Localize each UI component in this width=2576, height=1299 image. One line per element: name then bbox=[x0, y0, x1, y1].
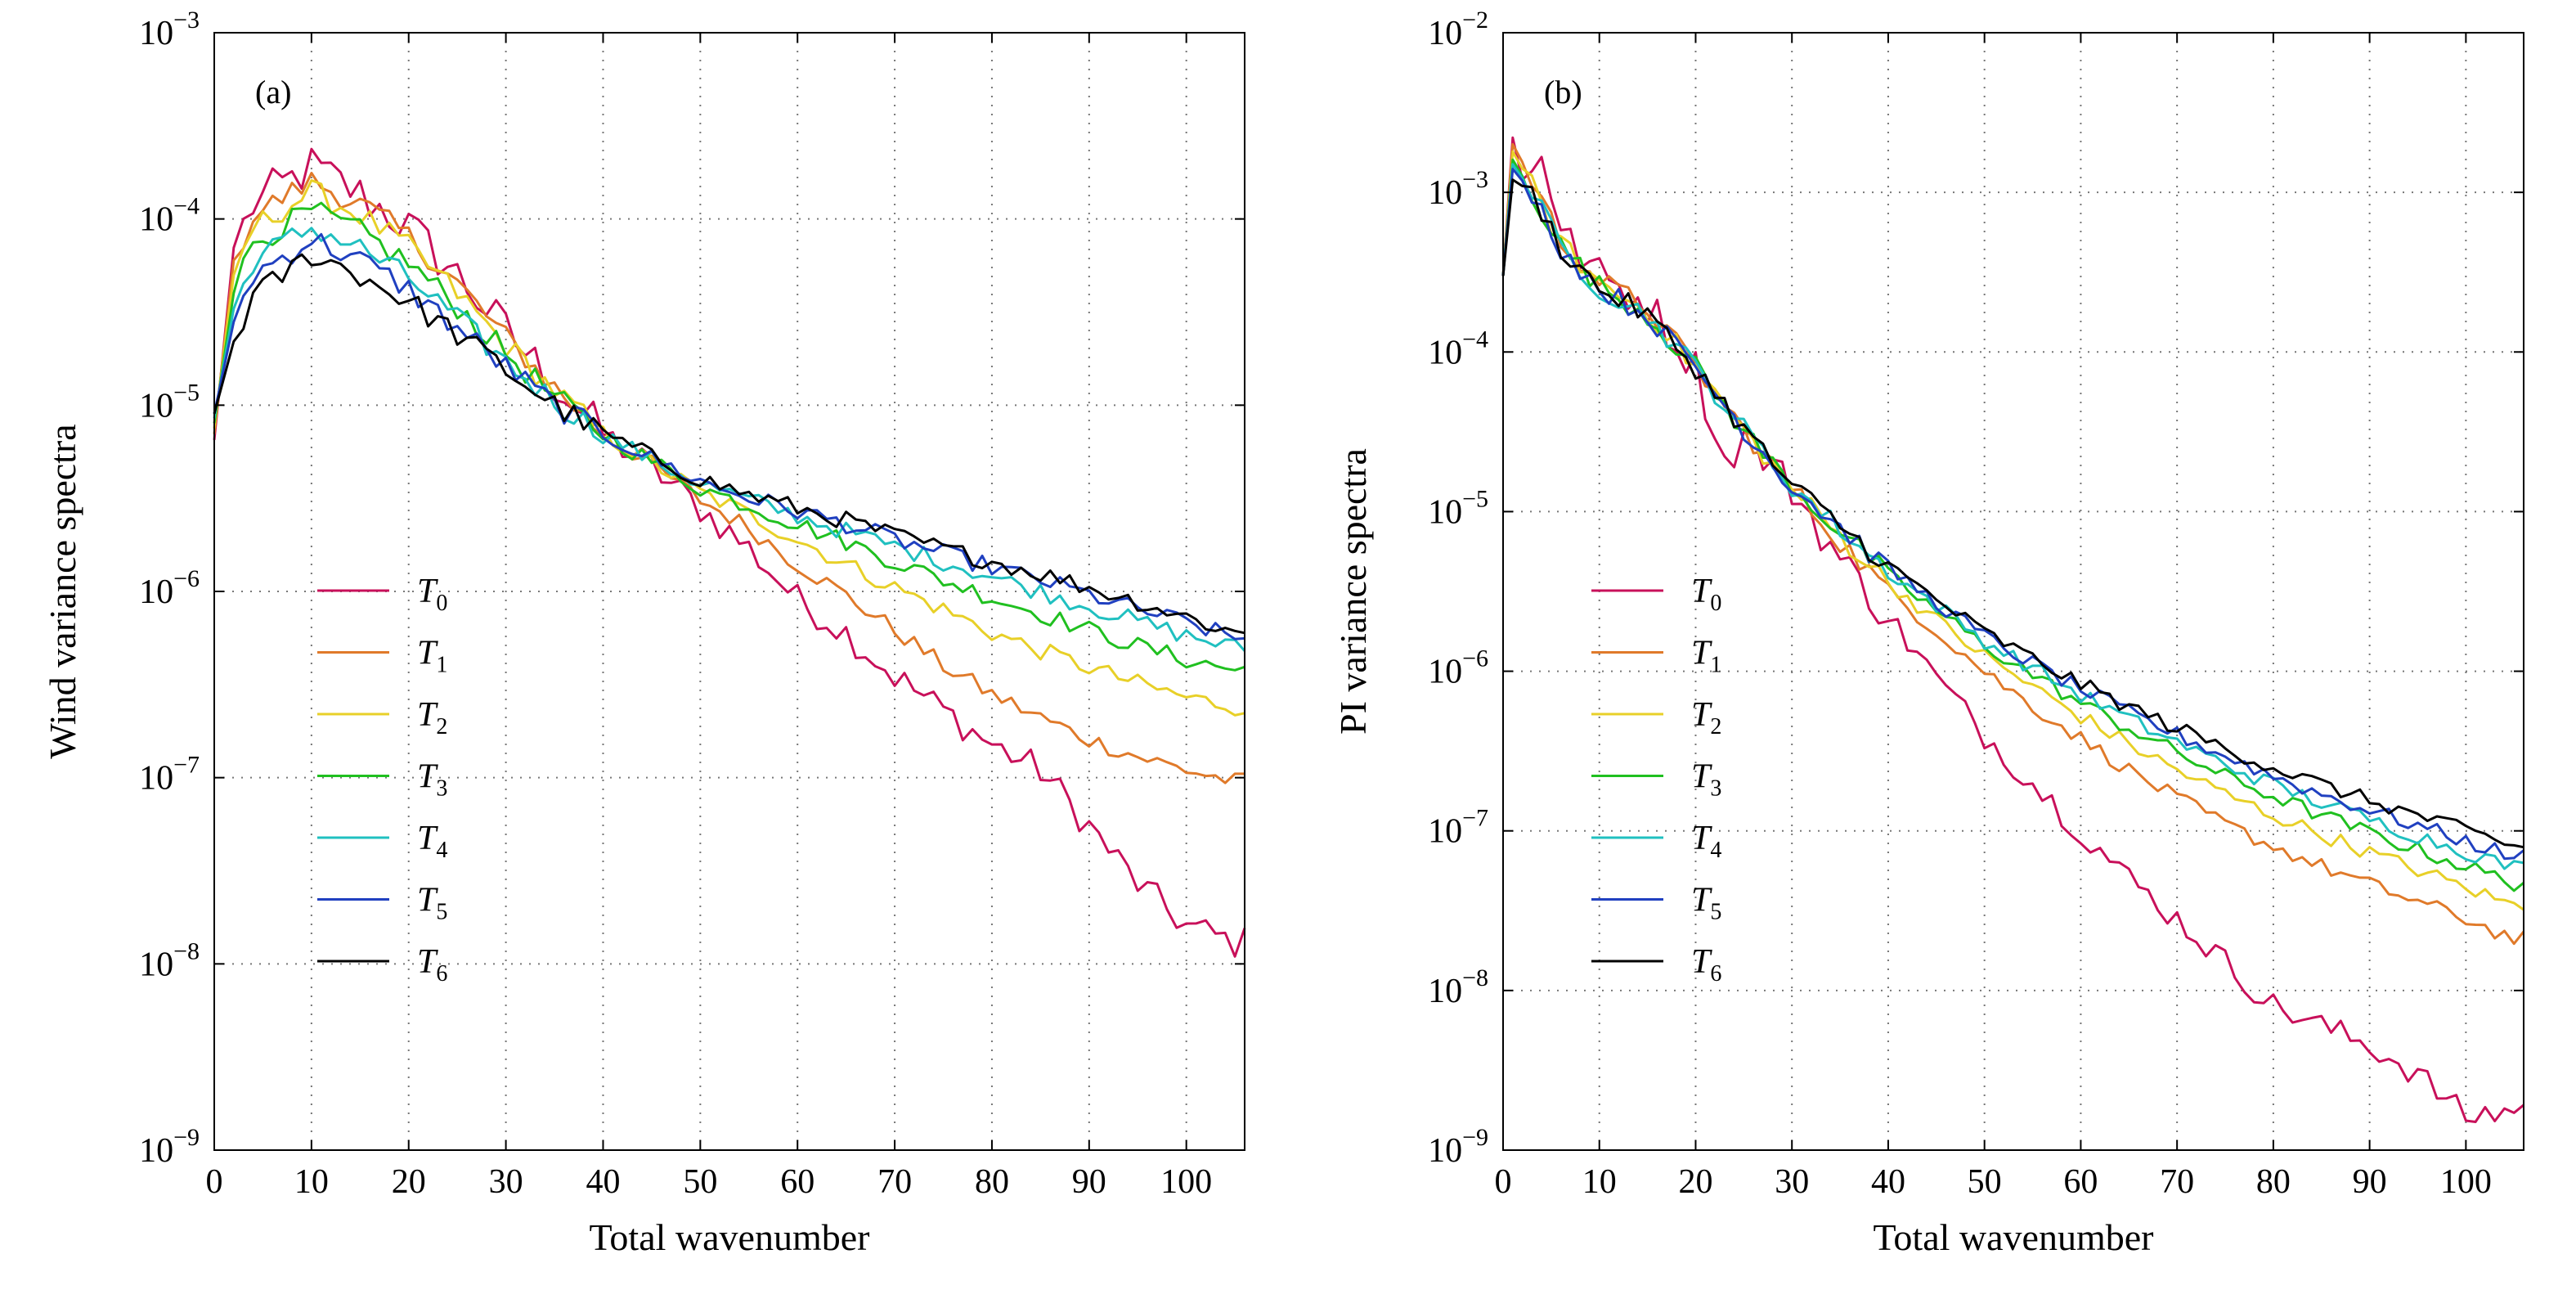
panel-a-legend: T0 T1 T2 T3 T4 T5 T6 bbox=[317, 573, 447, 987]
panel-b-x-tick-label-90: 90 bbox=[2353, 1163, 2387, 1201]
panel-b-label: (b) bbox=[1544, 74, 1582, 110]
panel-a-series-line-t1 bbox=[213, 172, 1245, 784]
panel-a-series-line-t6 bbox=[213, 253, 1245, 635]
panel-a-y-tick-label--9: 10−9 bbox=[139, 1124, 200, 1170]
panel-a-y-tick-label--6: 10−6 bbox=[139, 565, 200, 611]
panel-b-y-tick-label--7: 10−7 bbox=[1428, 805, 1488, 851]
panel-b-x-tick-label-0: 0 bbox=[1495, 1163, 1512, 1201]
panel-a-x-tick-label-30: 30 bbox=[489, 1163, 523, 1201]
panel-a-y-tick-label--8: 10−8 bbox=[139, 937, 200, 983]
panel-a-label: (a) bbox=[255, 74, 291, 110]
panel-a-y-tick-label--4: 10−4 bbox=[139, 193, 200, 239]
panel-b-x-tick-label-70: 70 bbox=[2160, 1163, 2194, 1201]
panel-b-series-line-t1 bbox=[1501, 142, 2525, 946]
panel-a-x-tick-label-60: 60 bbox=[780, 1163, 815, 1201]
panel-b-x-axis-label: Total wavenumber bbox=[1874, 1216, 2154, 1258]
panel-b-y-tick-label--6: 10−6 bbox=[1428, 645, 1488, 691]
panel-b-y-tick-label--5: 10−5 bbox=[1428, 485, 1488, 531]
panel-a-y-tick-label--7: 10−7 bbox=[139, 752, 200, 798]
panel-a-legend-entry-t0: T0 bbox=[417, 573, 447, 616]
panel-a-legend-entry-t4: T4 bbox=[417, 820, 447, 863]
panel-b-y-tick-label--9: 10−9 bbox=[1428, 1124, 1488, 1170]
panel-a-x-axis-label: Total wavenumber bbox=[590, 1216, 870, 1258]
panel-a-legend-entry-t3: T3 bbox=[417, 758, 447, 802]
panel-b-plot-frame bbox=[1502, 32, 2524, 1151]
panel-a-x-tick-label-10: 10 bbox=[294, 1163, 329, 1201]
panel-b-y-tick-label--8: 10−8 bbox=[1428, 964, 1488, 1010]
panel-b-x-tick-label-100: 100 bbox=[2440, 1163, 2492, 1201]
panel-b-series-line-t5 bbox=[1501, 168, 2524, 861]
panel-b-x-tick-label-40: 40 bbox=[1871, 1163, 1905, 1201]
panel-b-series-line-t3 bbox=[1501, 158, 2524, 892]
panel-b-legend-entry-t2: T2 bbox=[1691, 696, 1721, 739]
panel-a-series-line-t0 bbox=[213, 147, 1246, 958]
panel-b-legend-entry-t6: T6 bbox=[1691, 943, 1721, 987]
panel-b-series-line-t0 bbox=[1501, 136, 2524, 1123]
panel-b-y-tick-label--2: 10−2 bbox=[1428, 7, 1488, 52]
panel-a-x-tick-label-80: 80 bbox=[975, 1163, 1009, 1201]
panel-b-series-line-t6 bbox=[1501, 178, 2524, 849]
panel-a-x-tick-label-20: 20 bbox=[392, 1163, 426, 1201]
panel-a-legend-entry-t6: T6 bbox=[417, 943, 447, 987]
panel-b-ticks: 0 10 20 30 40 50 60 70 80 90 100 10−9 10−8 10−7 10−6 10… bbox=[1428, 7, 2524, 1201]
panel-b-y-axis-label: PI variance spectra bbox=[1332, 448, 1374, 735]
panel-b-legend-entry-t4: T4 bbox=[1691, 820, 1721, 863]
panel-a-x-tick-label-40: 40 bbox=[586, 1163, 620, 1201]
panel-b-legend-entry-t5: T5 bbox=[1691, 882, 1721, 925]
panel-a-legend-entry-t1: T1 bbox=[417, 635, 447, 678]
panel-a-series-line-t4 bbox=[213, 227, 1246, 652]
panel-b-legend-entry-t1: T1 bbox=[1691, 635, 1721, 678]
panel-b-y-tick-label--3: 10−3 bbox=[1428, 166, 1488, 212]
panel-b: 0 10 20 30 40 50 60 70 80 90 100 10−9 10−8 10−7 10−6 10… bbox=[1332, 7, 2525, 1258]
panel-a-x-tick-label-0: 0 bbox=[206, 1163, 223, 1201]
panel-a-series bbox=[213, 147, 1246, 958]
panel-b-x-tick-label-10: 10 bbox=[1582, 1163, 1617, 1201]
panel-b-x-tick-label-80: 80 bbox=[2256, 1163, 2291, 1201]
panel-b-y-tick-label--4: 10−4 bbox=[1428, 326, 1488, 371]
panel-a-x-tick-label-100: 100 bbox=[1160, 1163, 1212, 1201]
panel-a-series-line-t5 bbox=[213, 232, 1245, 641]
panel-a-y-axis-label: Wind variance spectra bbox=[42, 424, 83, 758]
panel-a-series-line-t2 bbox=[213, 179, 1245, 717]
panel-b-series-line-t2 bbox=[1501, 150, 2524, 911]
panel-b-x-tick-label-50: 50 bbox=[1968, 1163, 2002, 1201]
panel-b-legend: T0 T1 T2 T3 T4 T5 T6 bbox=[1591, 573, 1721, 987]
panel-a-y-tick-label--5: 10−5 bbox=[139, 379, 200, 425]
panel-b-x-tick-label-20: 20 bbox=[1678, 1163, 1712, 1201]
panel-a-legend-entry-t5: T5 bbox=[417, 882, 447, 925]
panel-a-x-tick-label-50: 50 bbox=[683, 1163, 717, 1201]
panel-a-y-tick-label--3: 10−3 bbox=[139, 7, 200, 52]
panel-b-x-tick-label-30: 30 bbox=[1775, 1163, 1809, 1201]
panel-b-legend-entry-t3: T3 bbox=[1691, 758, 1721, 802]
panel-a-x-tick-label-70: 70 bbox=[877, 1163, 912, 1201]
panel-b-x-tick-label-60: 60 bbox=[2063, 1163, 2098, 1201]
panel-a-ticks: 0 10 20 30 40 50 60 70 80 90 100 10−9 10−8 10−7 10−6 10… bbox=[139, 7, 1245, 1201]
panel-b-series bbox=[1501, 136, 2525, 1123]
panel-a-series-line-t3 bbox=[213, 201, 1245, 672]
panel-a-x-tick-label-90: 90 bbox=[1072, 1163, 1106, 1201]
panel-a-legend-entry-t2: T2 bbox=[417, 696, 447, 739]
panel-b-legend-entry-t0: T0 bbox=[1691, 573, 1721, 616]
panel-a: 0 10 20 30 40 50 60 70 80 90 100 10−9 10−8 10−7 10−6 10… bbox=[42, 7, 1246, 1258]
